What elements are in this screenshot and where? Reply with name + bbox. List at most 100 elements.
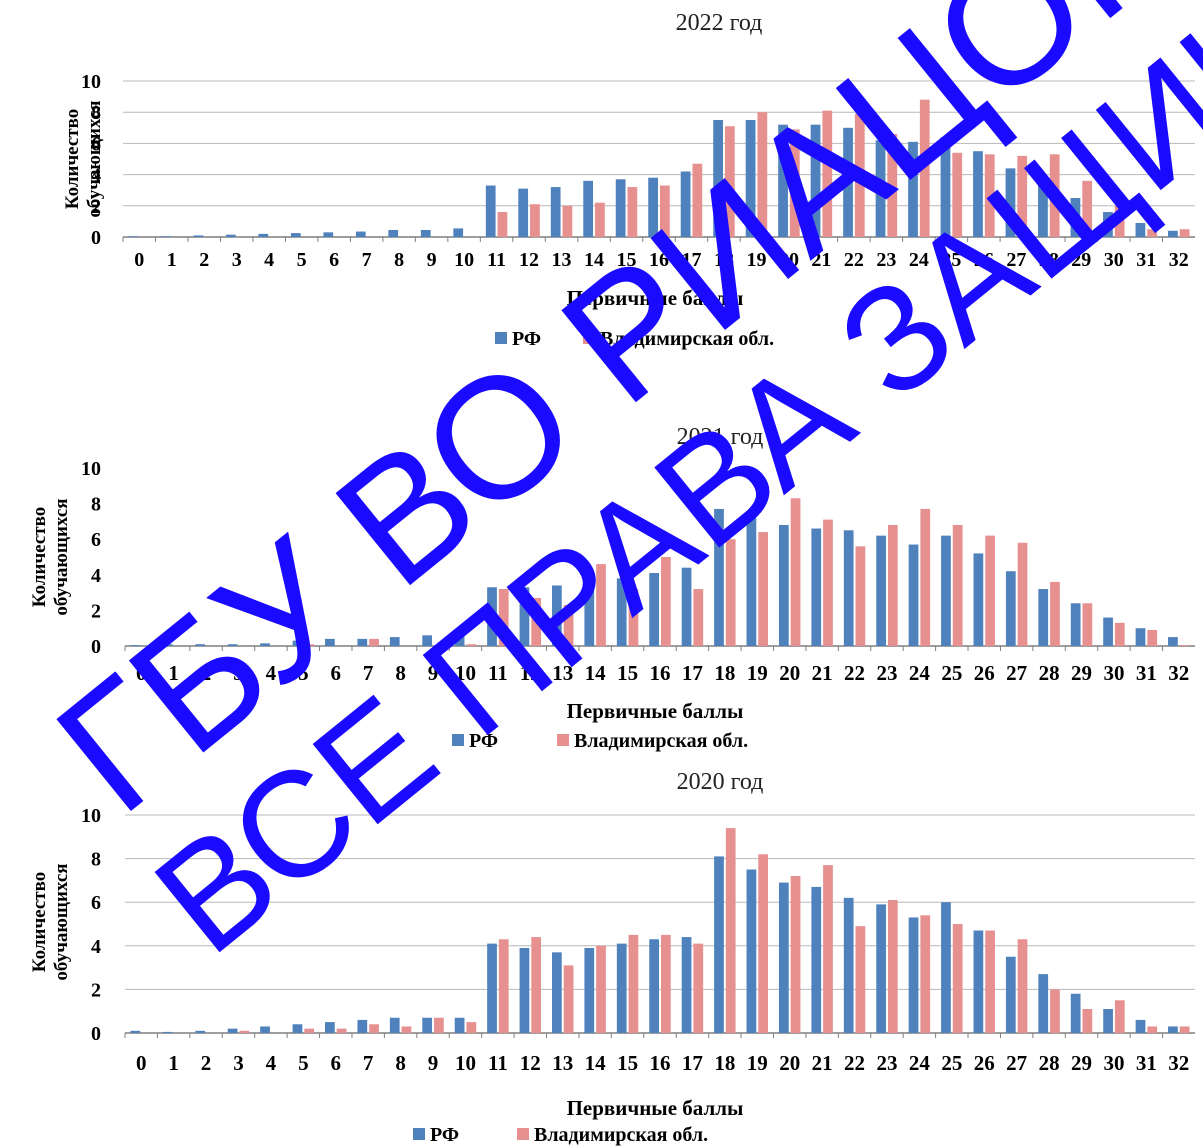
x-tick-label: 25 [941, 249, 961, 271]
bar-rf [195, 1030, 206, 1033]
bar-rf [615, 179, 626, 237]
bar-rf [811, 886, 822, 1033]
bar-vladimir [920, 915, 931, 1033]
bar-vladimir [336, 1028, 347, 1033]
bar-vladimir [1050, 989, 1060, 1033]
x-tick-label: 10 [455, 1051, 476, 1075]
bar-rf [422, 635, 433, 646]
bar-vladimir [1147, 1026, 1158, 1033]
x-tick-label: 17 [682, 1051, 703, 1075]
x-tick-label: 24 [909, 1051, 931, 1075]
bar-vladimir [725, 828, 736, 1033]
bar-vladimir [596, 945, 606, 1033]
x-tick-label: 24 [909, 249, 929, 271]
y-tick-label: 8 [91, 494, 101, 516]
bar-rf [1103, 212, 1113, 237]
bar-rf [519, 947, 530, 1033]
x-tick-label: 25 [941, 661, 962, 685]
y-tick-label: 6 [91, 529, 101, 551]
chart-title: 2020 год [677, 769, 764, 795]
bar-vladimir [823, 519, 833, 646]
x-tick-label: 15 [617, 661, 638, 685]
bar-rf [357, 1019, 368, 1033]
x-tick-label: 6 [331, 1051, 342, 1075]
bar-rf [258, 233, 269, 237]
x-tick-label: 30 [1103, 1051, 1124, 1075]
bar-rf [454, 1017, 465, 1033]
bar-rf [1135, 628, 1146, 646]
bar-vladimir [1114, 1000, 1125, 1033]
y-tick-label: 6 [91, 133, 101, 155]
bar-rf [940, 137, 951, 237]
x-tick-label: 21 [812, 1051, 833, 1075]
bar-rf [1103, 1009, 1113, 1033]
bar-vladimir [887, 900, 898, 1033]
bar-rf [616, 578, 627, 646]
x-tick-label: 15 [617, 249, 637, 271]
x-tick-label: 26 [974, 661, 995, 685]
bar-vladimir [401, 1026, 412, 1033]
bar-rf [649, 939, 659, 1033]
bar-vladimir [790, 498, 801, 646]
bar-vladimir [854, 113, 865, 237]
legend: РФ Владимирская обл. [495, 328, 774, 350]
y-axis-label: Количествообучающихся [62, 100, 105, 217]
x-tick-label: 20 [779, 249, 799, 271]
bar-rf [260, 1026, 270, 1033]
bar-rf [193, 235, 204, 237]
bar-rf [973, 930, 984, 1033]
bar-rf [714, 508, 724, 646]
x-tick-label: 9 [428, 661, 439, 685]
x-tick-label: 8 [395, 1051, 406, 1075]
bar-rf [1135, 222, 1146, 237]
x-axis-label: Первичные баллы [567, 1096, 744, 1120]
bar-vladimir [239, 1030, 250, 1033]
bar-rf [648, 177, 658, 237]
x-tick-label: 11 [488, 1051, 508, 1075]
chart-title: 2021 год [677, 424, 764, 450]
legend-label-vladimir: Владимирская обл. [600, 328, 774, 350]
x-tick-label: 6 [329, 249, 339, 271]
legend: РФ Владимирская обл. [452, 730, 748, 752]
bar-vladimir [920, 508, 931, 646]
bar-rf [941, 902, 951, 1033]
bar-rf [616, 943, 627, 1033]
y-tick-label: 4 [91, 165, 101, 187]
y-tick-label: 2 [91, 600, 101, 622]
x-tick-label: 30 [1103, 661, 1124, 685]
x-tick-label: 28 [1039, 661, 1060, 685]
legend-label-rf: РФ [469, 730, 498, 752]
bar-vladimir [758, 854, 768, 1033]
bar-vladimir [693, 589, 704, 646]
x-tick-label: 3 [233, 661, 244, 685]
x-tick-label: 17 [681, 249, 701, 271]
bar-rf [1005, 956, 1016, 1033]
x-tick-label: 14 [584, 249, 604, 271]
y-tick-label: 8 [91, 849, 101, 871]
x-tick-label: 8 [394, 249, 404, 271]
bar-rf [552, 585, 562, 646]
y-tick-label: 2 [91, 979, 101, 1001]
bar-vladimir [530, 204, 540, 237]
x-axis-label: Первичные баллы [567, 699, 744, 723]
x-tick-label: 11 [487, 249, 506, 271]
y-tick-label: 8 [91, 102, 101, 124]
x-tick-label: 13 [552, 249, 572, 271]
bar-rf [292, 640, 303, 646]
bar-rf [550, 187, 561, 237]
bar-vladimir [596, 564, 606, 646]
bar-vladimir [562, 205, 573, 237]
bar-vladimir [1017, 939, 1028, 1033]
bar-rf [290, 233, 301, 237]
bar-vladimir [466, 1022, 477, 1033]
legend-label-rf: РФ [430, 1124, 459, 1146]
x-tick-label: 26 [974, 1051, 995, 1075]
bar-vladimir [952, 924, 963, 1033]
legend-label-rf: РФ [512, 328, 541, 350]
x-tick-label: 16 [650, 1051, 671, 1075]
y-tick-label: 0 [91, 227, 101, 249]
legend-swatch-rf [452, 734, 464, 746]
bar-vladimir [1147, 229, 1158, 237]
bar-rf [811, 528, 822, 646]
bar-vladimir [498, 939, 509, 1033]
